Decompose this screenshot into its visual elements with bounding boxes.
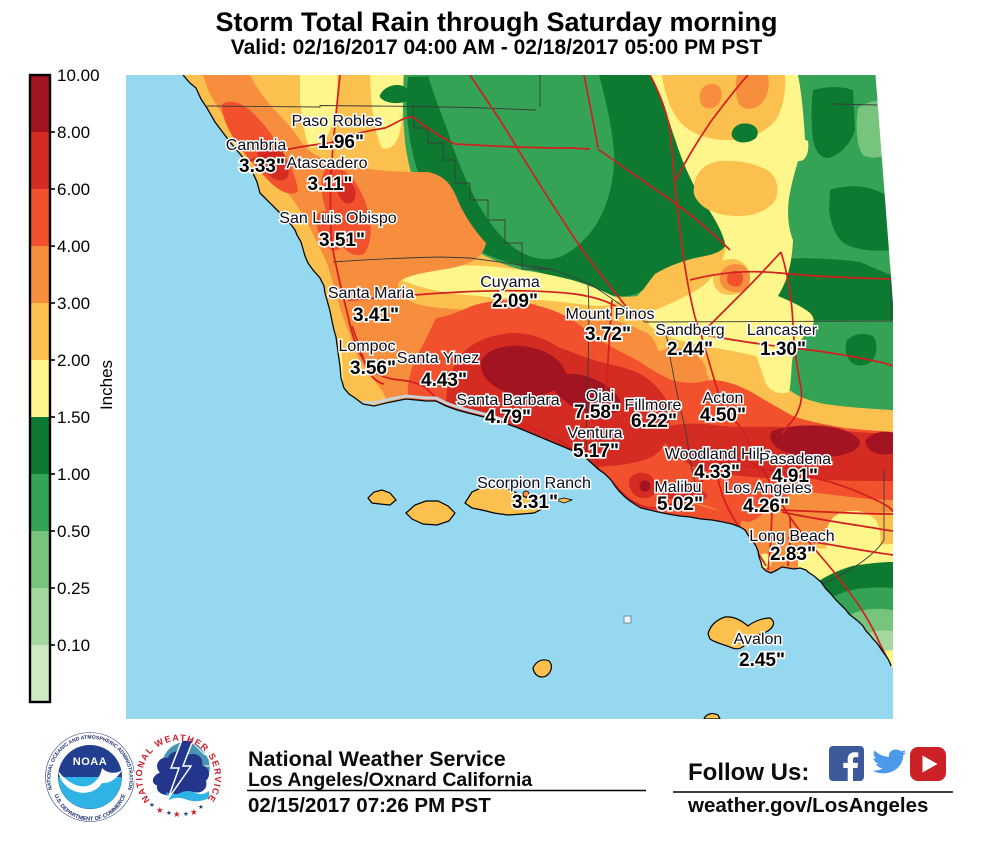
svg-text:4.26": 4.26": [743, 496, 789, 517]
svg-text:3.33": 3.33": [239, 156, 285, 177]
svg-text:4.43": 4.43": [421, 370, 467, 391]
svg-text:3.56": 3.56": [350, 358, 396, 379]
svg-text:0.25: 0.25: [57, 579, 90, 598]
svg-text:Avalon: Avalon: [734, 631, 783, 648]
svg-text:★: ★: [190, 807, 198, 817]
svg-text:Woodland Hills: Woodland Hills: [665, 446, 771, 463]
svg-text:Sandberg: Sandberg: [655, 322, 724, 339]
svg-text:Acton: Acton: [703, 390, 744, 407]
svg-text:2.09": 2.09": [492, 291, 538, 312]
svg-text:Santa Barbara: Santa Barbara: [456, 392, 559, 409]
svg-text:Malibu: Malibu: [654, 479, 701, 496]
svg-text:Cambria: Cambria: [226, 137, 287, 154]
svg-text:02/15/2017 07:26 PM PST: 02/15/2017 07:26 PM PST: [248, 794, 491, 817]
svg-text:7.58": 7.58": [574, 402, 620, 423]
svg-text:★: ★: [198, 803, 204, 811]
svg-text:1.30": 1.30": [760, 339, 806, 360]
svg-text:★: ★: [156, 805, 164, 815]
svg-text:Paso Robles: Paso Robles: [292, 113, 383, 130]
svg-text:6.00: 6.00: [57, 180, 90, 199]
svg-text:★: ★: [149, 801, 155, 809]
svg-text:★: ★: [183, 810, 189, 818]
svg-text:5.17": 5.17": [573, 441, 619, 462]
svg-text:4.00: 4.00: [57, 237, 90, 256]
svg-text:4.79": 4.79": [485, 407, 531, 428]
svg-text:5.02": 5.02": [657, 494, 703, 515]
svg-text:Scorpion Ranch: Scorpion Ranch: [477, 475, 591, 492]
svg-text:1.96": 1.96": [318, 132, 364, 153]
svg-text:1.00: 1.00: [57, 465, 90, 484]
svg-text:Cuyama: Cuyama: [480, 274, 540, 291]
svg-text:★: ★: [173, 809, 181, 819]
svg-text:2.00: 2.00: [57, 351, 90, 370]
svg-text:Follow Us:: Follow Us:: [688, 759, 809, 786]
svg-text:weather.gov/LosAngeles: weather.gov/LosAngeles: [687, 794, 928, 817]
svg-text:3.31": 3.31": [512, 492, 558, 513]
svg-text:Inches: Inches: [97, 360, 116, 410]
svg-text:1.50: 1.50: [57, 408, 90, 427]
svg-text:4.33": 4.33": [694, 462, 740, 483]
svg-text:3.00: 3.00: [57, 294, 90, 313]
svg-text:2.83": 2.83": [770, 544, 816, 565]
svg-text:Los Angeles: Los Angeles: [724, 480, 811, 497]
svg-text:3.41": 3.41": [353, 305, 399, 326]
svg-text:Los Angeles/Oxnard California: Los Angeles/Oxnard California: [248, 769, 532, 791]
svg-text:Long Beach: Long Beach: [749, 528, 834, 545]
svg-text:Lancaster: Lancaster: [747, 322, 818, 339]
svg-text:Mount Pinos: Mount Pinos: [566, 306, 655, 323]
svg-text:3.72": 3.72": [585, 324, 631, 345]
svg-text:Santa Maria: Santa Maria: [328, 285, 414, 302]
svg-text:Santa Ynez: Santa Ynez: [397, 350, 479, 367]
svg-text:3.51": 3.51": [319, 230, 365, 251]
svg-text:0.50: 0.50: [57, 522, 90, 541]
svg-text:4.50": 4.50": [700, 405, 746, 426]
svg-text:Ojai: Ojai: [586, 388, 614, 405]
svg-text:4.91": 4.91": [772, 466, 818, 487]
svg-text:2.45": 2.45": [739, 650, 785, 671]
svg-text:8.00: 8.00: [57, 123, 90, 142]
svg-text:San Luis Obispo: San Luis Obispo: [279, 210, 397, 227]
svg-text:6.22": 6.22": [631, 411, 677, 432]
svg-text:Atascadero: Atascadero: [287, 155, 368, 172]
svg-text:National Weather Service: National Weather Service: [248, 747, 506, 771]
svg-text:0.10: 0.10: [57, 636, 90, 655]
svg-text:★: ★: [166, 809, 172, 817]
svg-text:10.00: 10.00: [57, 66, 100, 85]
svg-text:Pasadena: Pasadena: [759, 451, 831, 468]
svg-text:Fillmore: Fillmore: [625, 397, 682, 414]
svg-text:Ventura: Ventura: [567, 425, 622, 442]
svg-text:3.11": 3.11": [308, 174, 353, 195]
svg-text:Lompoc: Lompoc: [339, 338, 396, 355]
svg-text:NOAA: NOAA: [73, 756, 107, 768]
svg-text:2.44": 2.44": [667, 339, 713, 360]
